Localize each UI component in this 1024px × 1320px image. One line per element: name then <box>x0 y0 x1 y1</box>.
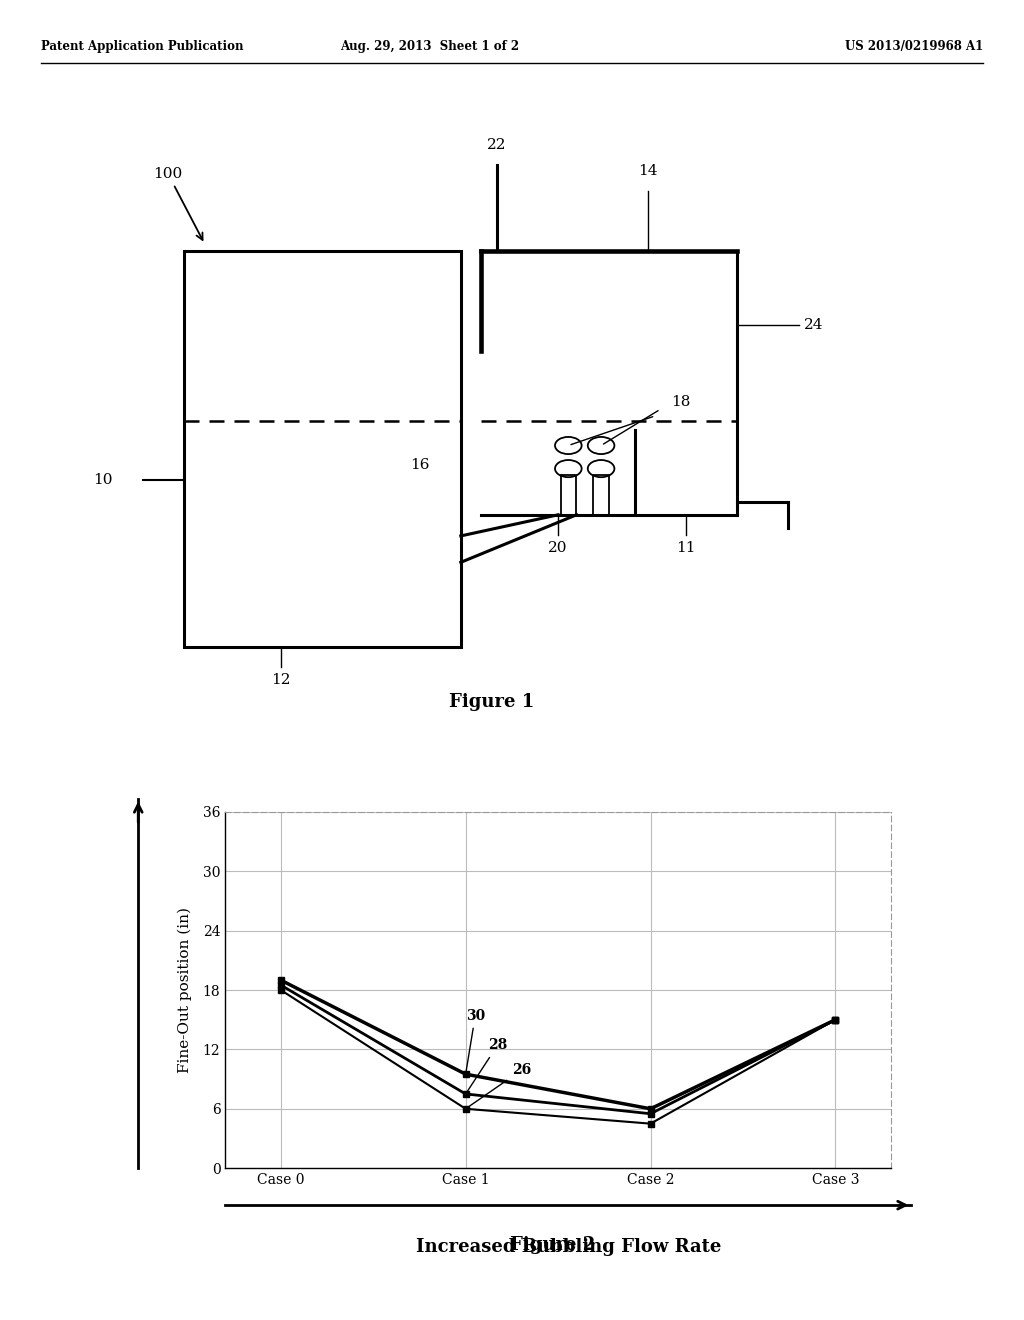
Text: 11: 11 <box>676 541 696 556</box>
Text: Figure 2: Figure 2 <box>510 1236 596 1254</box>
Bar <box>594 475 609 515</box>
Text: Patent Application Publication: Patent Application Publication <box>41 40 244 53</box>
Text: US 2013/0219968 A1: US 2013/0219968 A1 <box>845 40 983 53</box>
Text: 24: 24 <box>804 318 823 331</box>
Text: Aug. 29, 2013  Sheet 1 of 2: Aug. 29, 2013 Sheet 1 of 2 <box>341 40 519 53</box>
Text: 12: 12 <box>271 673 291 688</box>
Bar <box>561 475 577 515</box>
Bar <box>184 251 461 647</box>
Text: 18: 18 <box>671 395 690 409</box>
Text: 22: 22 <box>486 137 507 152</box>
Text: 20: 20 <box>548 541 568 556</box>
Text: 100: 100 <box>154 168 203 240</box>
Text: 14: 14 <box>638 164 657 178</box>
Text: Increased Bubbling Flow Rate: Increased Bubbling Flow Rate <box>416 1238 721 1257</box>
Text: 28: 28 <box>467 1039 507 1092</box>
Text: Figure 1: Figure 1 <box>449 693 535 711</box>
Y-axis label: Fine-Out position (in): Fine-Out position (in) <box>177 907 191 1073</box>
Text: 16: 16 <box>411 458 430 471</box>
Text: 30: 30 <box>466 1008 485 1072</box>
Text: 26: 26 <box>468 1063 531 1107</box>
Text: 10: 10 <box>93 474 113 487</box>
